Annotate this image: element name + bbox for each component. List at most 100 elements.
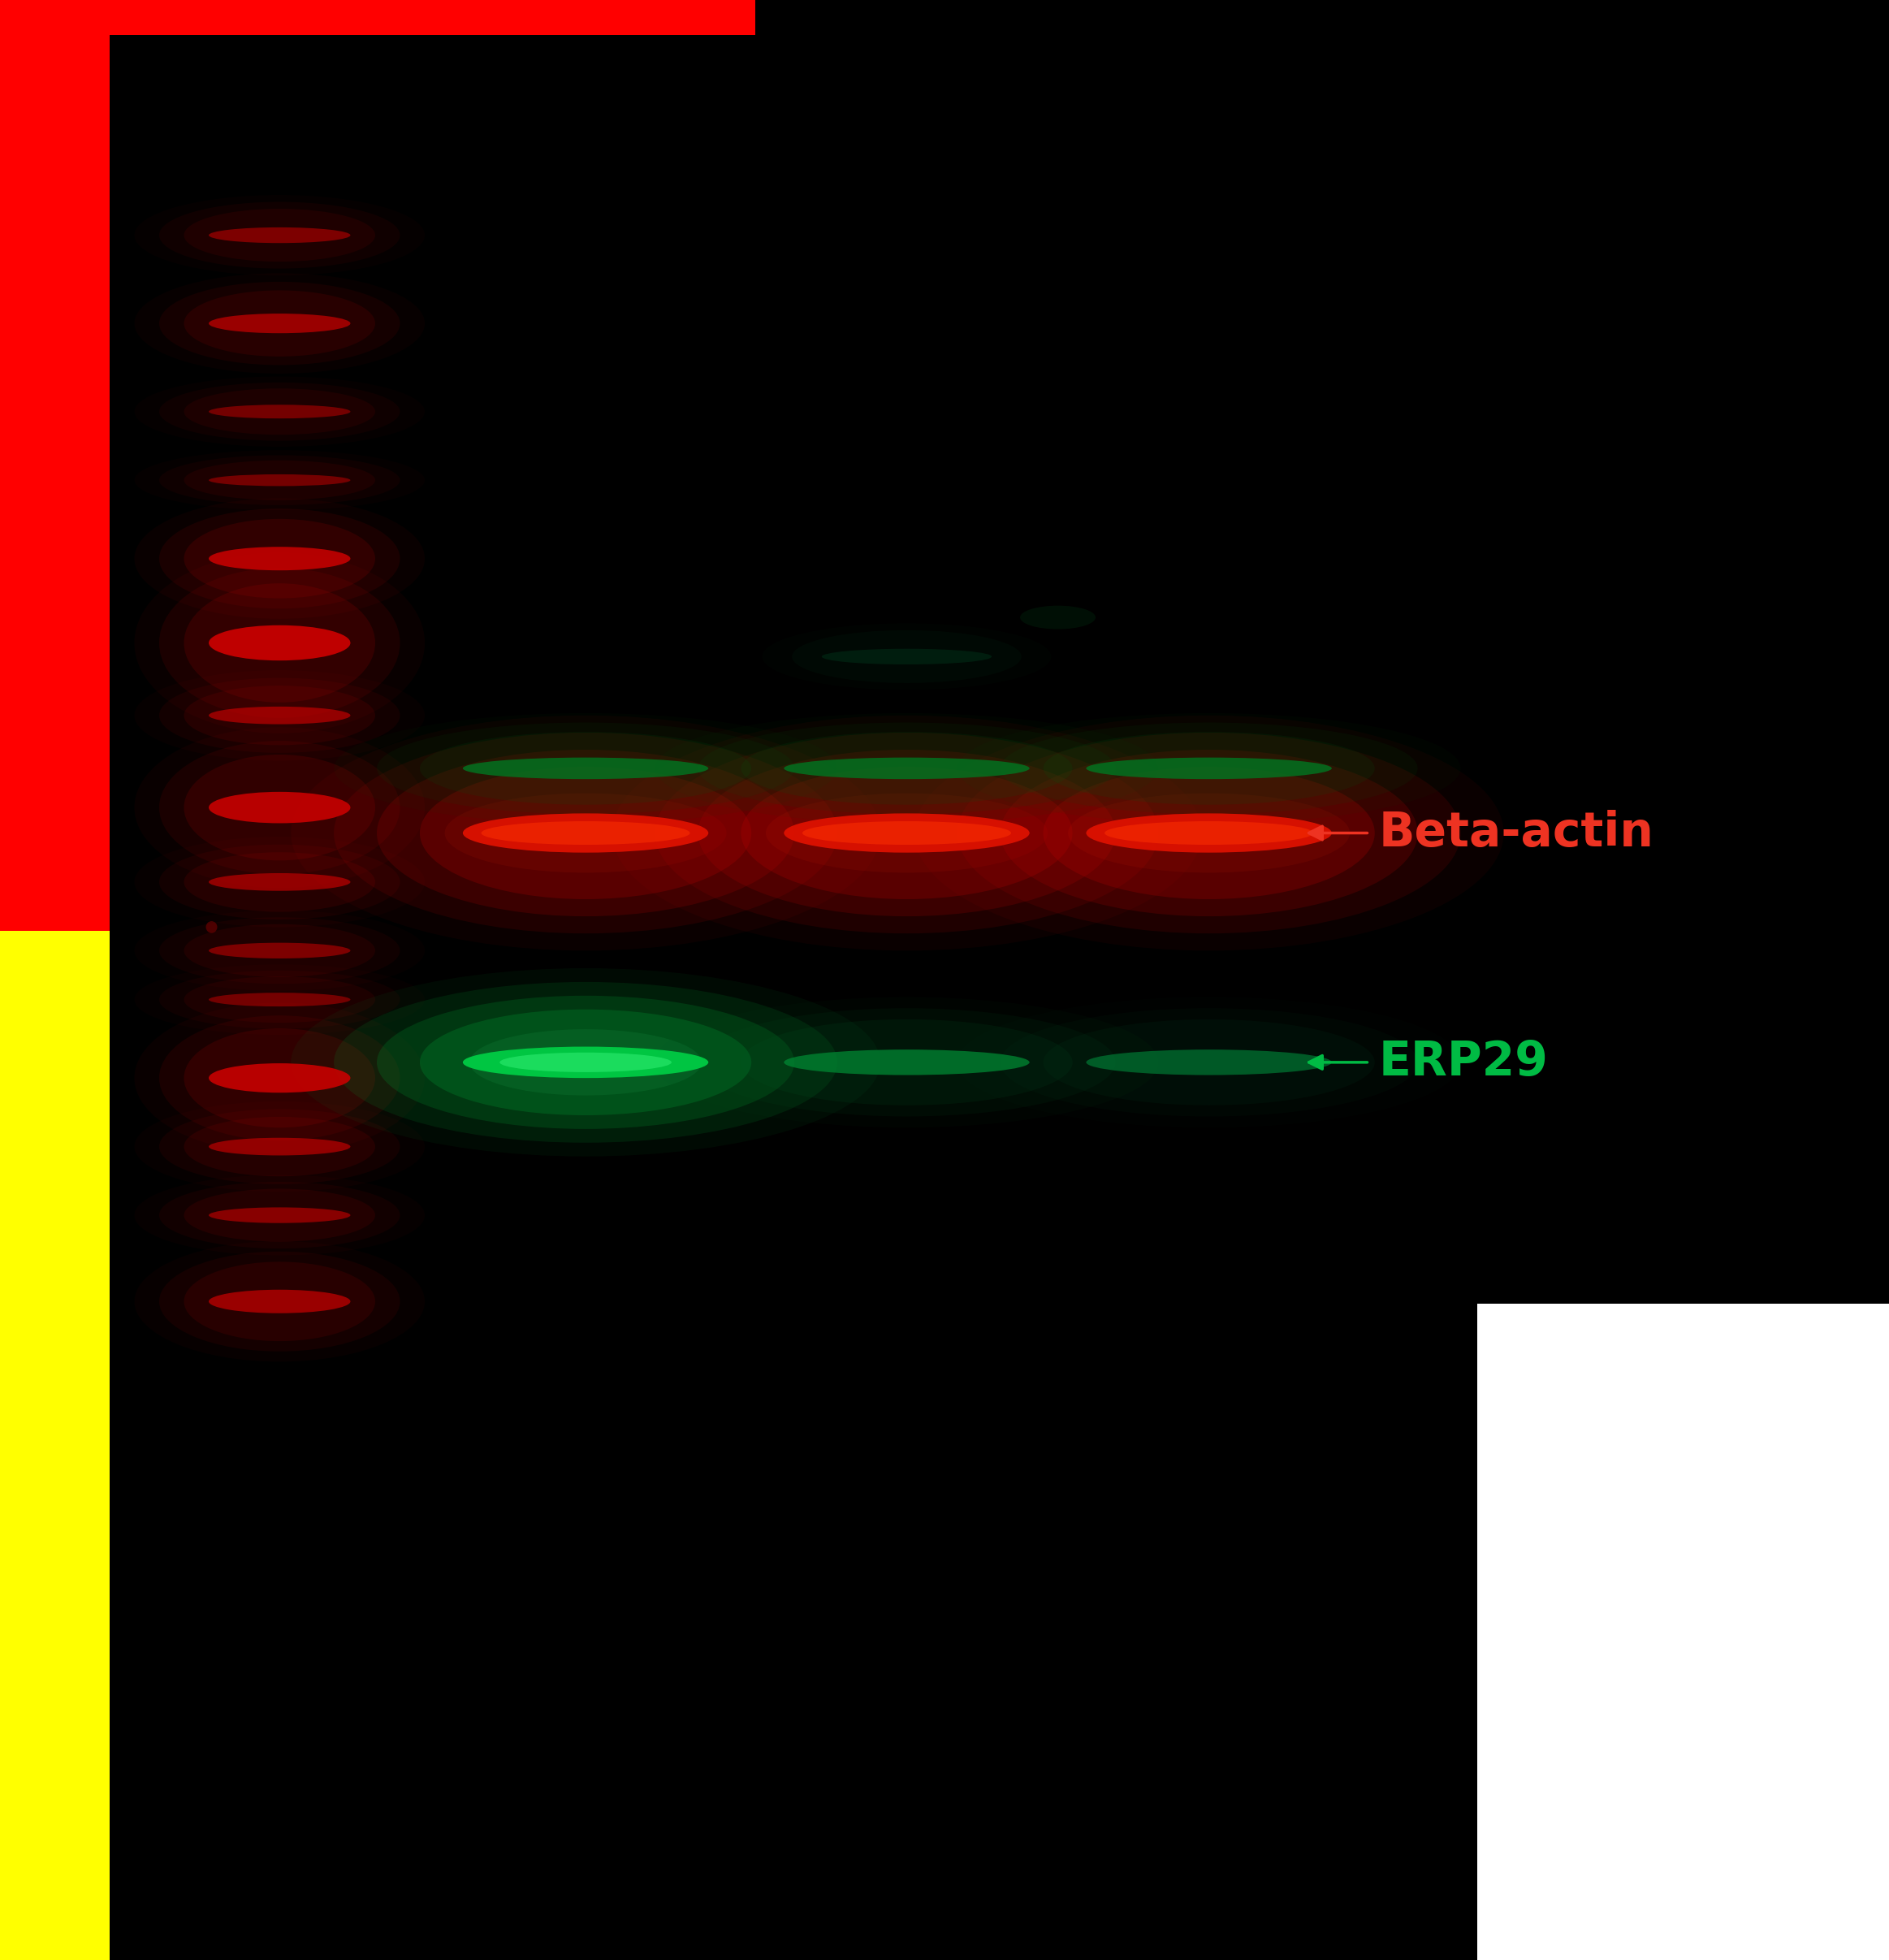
Ellipse shape: [134, 1004, 425, 1152]
Ellipse shape: [183, 210, 376, 261]
Ellipse shape: [210, 547, 351, 570]
Ellipse shape: [463, 757, 708, 780]
Text: ERP29: ERP29: [1379, 1039, 1549, 1086]
Ellipse shape: [1086, 757, 1332, 780]
Ellipse shape: [159, 917, 400, 984]
Ellipse shape: [183, 1188, 376, 1243]
Ellipse shape: [822, 649, 992, 664]
Ellipse shape: [470, 1029, 701, 1096]
Ellipse shape: [210, 314, 351, 333]
Ellipse shape: [958, 713, 1460, 823]
Ellipse shape: [419, 1009, 752, 1115]
Ellipse shape: [159, 678, 400, 753]
Ellipse shape: [159, 845, 400, 919]
Ellipse shape: [210, 1062, 351, 1094]
Ellipse shape: [655, 998, 1158, 1127]
Ellipse shape: [291, 968, 880, 1156]
Ellipse shape: [655, 713, 1158, 823]
Ellipse shape: [134, 727, 425, 888]
Ellipse shape: [419, 766, 752, 900]
Ellipse shape: [183, 1117, 376, 1176]
Ellipse shape: [183, 584, 376, 702]
Ellipse shape: [210, 994, 351, 1007]
Ellipse shape: [210, 1290, 351, 1313]
Ellipse shape: [183, 1029, 376, 1127]
Bar: [0, 931, 110, 1960]
Ellipse shape: [1043, 1019, 1375, 1105]
Ellipse shape: [612, 715, 1201, 951]
Ellipse shape: [784, 1051, 1030, 1074]
Ellipse shape: [334, 733, 837, 933]
Text: Beta-actin: Beta-actin: [1379, 809, 1655, 857]
Ellipse shape: [376, 751, 795, 917]
Ellipse shape: [134, 553, 425, 733]
Ellipse shape: [763, 623, 1052, 690]
Ellipse shape: [765, 794, 1048, 872]
Ellipse shape: [159, 1182, 400, 1249]
Ellipse shape: [210, 792, 351, 823]
Ellipse shape: [159, 382, 400, 441]
Ellipse shape: [183, 461, 376, 500]
Circle shape: [206, 921, 217, 933]
Ellipse shape: [334, 982, 837, 1143]
Ellipse shape: [183, 755, 376, 860]
Ellipse shape: [1043, 766, 1375, 900]
Ellipse shape: [183, 290, 376, 357]
Ellipse shape: [1001, 723, 1417, 813]
Ellipse shape: [291, 715, 880, 951]
Ellipse shape: [791, 631, 1022, 684]
Ellipse shape: [159, 1109, 400, 1184]
Ellipse shape: [463, 813, 708, 853]
Ellipse shape: [210, 874, 351, 890]
Ellipse shape: [499, 1053, 672, 1072]
Ellipse shape: [183, 853, 376, 911]
Ellipse shape: [376, 996, 795, 1129]
Ellipse shape: [183, 519, 376, 598]
Ellipse shape: [159, 741, 400, 874]
Ellipse shape: [1043, 731, 1375, 806]
Ellipse shape: [210, 406, 351, 419]
Ellipse shape: [1105, 821, 1313, 845]
Ellipse shape: [159, 970, 400, 1029]
Ellipse shape: [699, 723, 1116, 813]
Ellipse shape: [419, 731, 752, 806]
Ellipse shape: [803, 821, 1011, 845]
Ellipse shape: [159, 510, 400, 610]
Ellipse shape: [914, 715, 1504, 951]
Ellipse shape: [159, 1252, 400, 1352]
Bar: [0, 0, 110, 931]
Ellipse shape: [183, 388, 376, 435]
Ellipse shape: [784, 813, 1030, 853]
Ellipse shape: [1001, 1007, 1417, 1117]
Ellipse shape: [444, 794, 727, 872]
Ellipse shape: [740, 766, 1073, 900]
Ellipse shape: [1001, 751, 1417, 917]
Ellipse shape: [183, 686, 376, 745]
Ellipse shape: [958, 733, 1460, 933]
Bar: [1477, 1303, 1889, 1960]
Ellipse shape: [334, 713, 837, 823]
Ellipse shape: [159, 202, 400, 269]
Ellipse shape: [740, 731, 1073, 806]
Ellipse shape: [159, 1015, 400, 1141]
Ellipse shape: [784, 757, 1030, 780]
Ellipse shape: [159, 568, 400, 717]
Ellipse shape: [210, 1207, 351, 1223]
Ellipse shape: [376, 723, 795, 813]
Ellipse shape: [463, 1047, 708, 1078]
Ellipse shape: [210, 625, 351, 661]
Bar: [0, 0, 756, 35]
Ellipse shape: [482, 821, 689, 845]
Ellipse shape: [183, 1262, 376, 1341]
Ellipse shape: [159, 455, 400, 506]
Ellipse shape: [210, 227, 351, 243]
Ellipse shape: [1020, 606, 1096, 629]
Ellipse shape: [210, 706, 351, 725]
Ellipse shape: [1086, 813, 1332, 853]
Ellipse shape: [699, 751, 1116, 917]
Ellipse shape: [134, 498, 425, 619]
Ellipse shape: [699, 1007, 1116, 1117]
Ellipse shape: [183, 925, 376, 978]
Ellipse shape: [183, 976, 376, 1023]
Ellipse shape: [210, 943, 351, 958]
